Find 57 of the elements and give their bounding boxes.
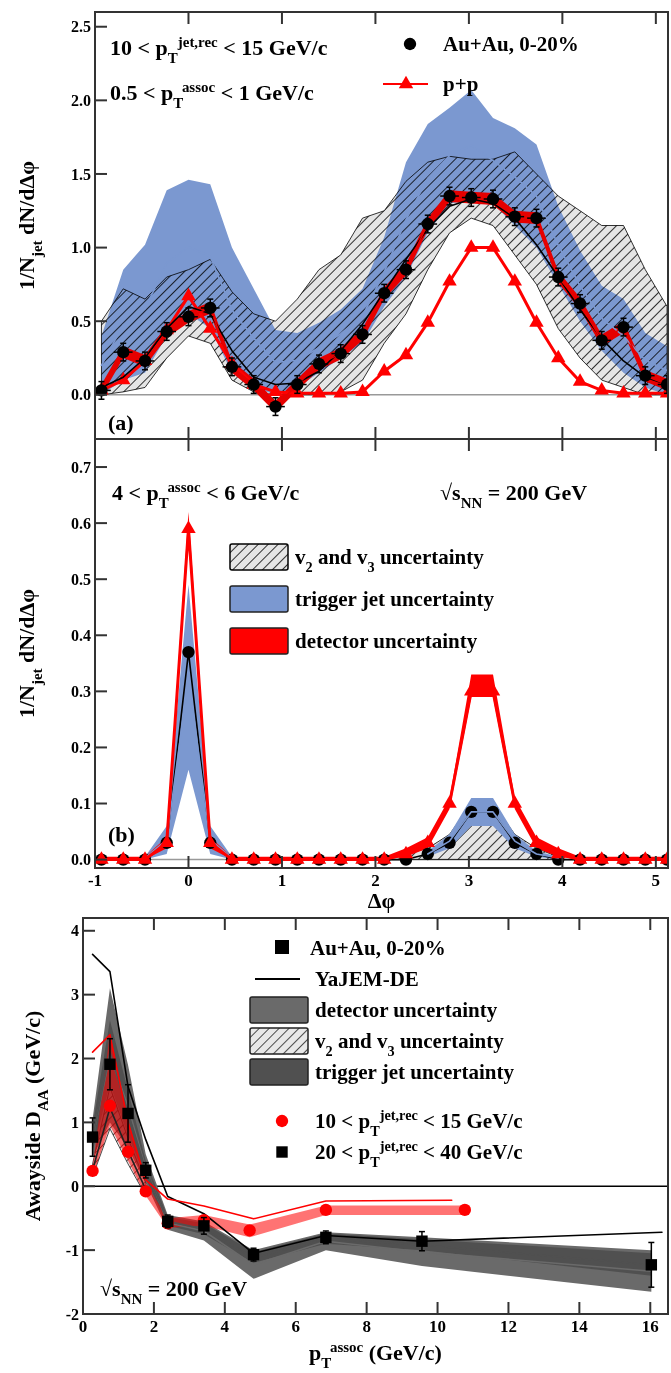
y-tick-label: 0.0 [71,851,91,869]
y-tick-label: 3 [71,986,79,1004]
y-tick-label: 0.1 [71,795,91,813]
legend-label: trigger jet uncertainty [315,1060,515,1084]
x-tick-label: 1 [277,871,287,890]
annotation: (a) [108,410,134,435]
y-tick-label: 4 [71,922,79,940]
y-tick-label: -1 [65,1241,79,1259]
y-tick-label: 0 [71,1177,79,1195]
y-tick-label: 1.0 [71,239,91,257]
x-axis-title: p$_{T}$$^{assoc}$ (GeV/c) [309,1339,442,1371]
y-tick-label: 0.6 [71,514,91,532]
annotation: 4 < p$_{T}$$^{assoc}$ < 6 GeV/c [112,479,300,511]
legend-title: Au+Au, 0-20% [310,936,446,960]
x-tick-label: 8 [362,1317,371,1336]
x-tick-label: 2 [371,871,380,890]
y-tick-label: 0.5 [71,312,91,330]
x-tick-label: 10 [429,1317,447,1336]
x-tick-label: 2 [149,1317,159,1336]
y-tick-label: 1 [71,1113,79,1131]
legend-label: 10 < p$_{T}$$^{jet,rec}$ < 15 GeV/c [315,1107,523,1139]
x-tick-label: 0 [184,871,193,890]
x-tick-label: 4 [558,871,568,890]
annotation: (b) [108,822,135,847]
legend-label: detector uncertainty [295,629,478,653]
legend-label: 20 < p$_{T}$$^{jet,rec}$ < 40 GeV/c [315,1138,523,1170]
y-tick-label: -2 [65,1305,79,1323]
legend-label: detector uncertainty [315,998,498,1022]
x-tick-label: 16 [641,1317,659,1336]
y-tick-label: 0.2 [71,739,91,757]
legend-label: Au+Au, 0-20% [443,32,579,56]
annotation: √s$_{NN}$ = 200 GeV [440,480,588,511]
x-tick-label: -1 [87,871,103,890]
y-tick-label: 0.0 [71,386,91,404]
legend-label: trigger jet uncertainty [295,587,495,611]
x-axis-title: Δφ [367,888,396,913]
annotation: √s$_{NN}$ = 200 GeV [100,1276,248,1307]
x-tick-label: 5 [651,871,661,890]
annotation: 0.5 < p$_{T}$$^{assoc}$ < 1 GeV/c [110,79,315,111]
y-tick-label: 0.7 [71,458,91,476]
y-tick-label: 2.5 [71,18,91,36]
annotation: 10 < p$_{T}$$^{jet,rec}$ < 15 GeV/c [110,34,328,66]
x-tick-label: 3 [464,871,474,890]
legend-label: YaJEM-DE [315,967,419,991]
y-tick-label: 1.5 [71,165,91,183]
y-tick-label: 0.4 [71,626,91,644]
y-tick-label: 2.0 [71,91,91,109]
y-tick-label: 2 [71,1050,79,1068]
legend-label: p+p [443,72,479,96]
x-tick-label: 4 [220,1317,230,1336]
x-tick-label: 14 [570,1317,589,1336]
y-tick-label: 0.3 [71,682,91,700]
legend-label: v$_{2}$ and v$_{3}$ uncertainty [315,1029,505,1059]
y-tick-label: 0.5 [71,570,91,588]
legend-label: v$_{2}$ and v$_{3}$ uncertainty [295,545,485,575]
x-tick-label: 6 [291,1317,300,1336]
x-tick-label: 12 [499,1317,517,1336]
